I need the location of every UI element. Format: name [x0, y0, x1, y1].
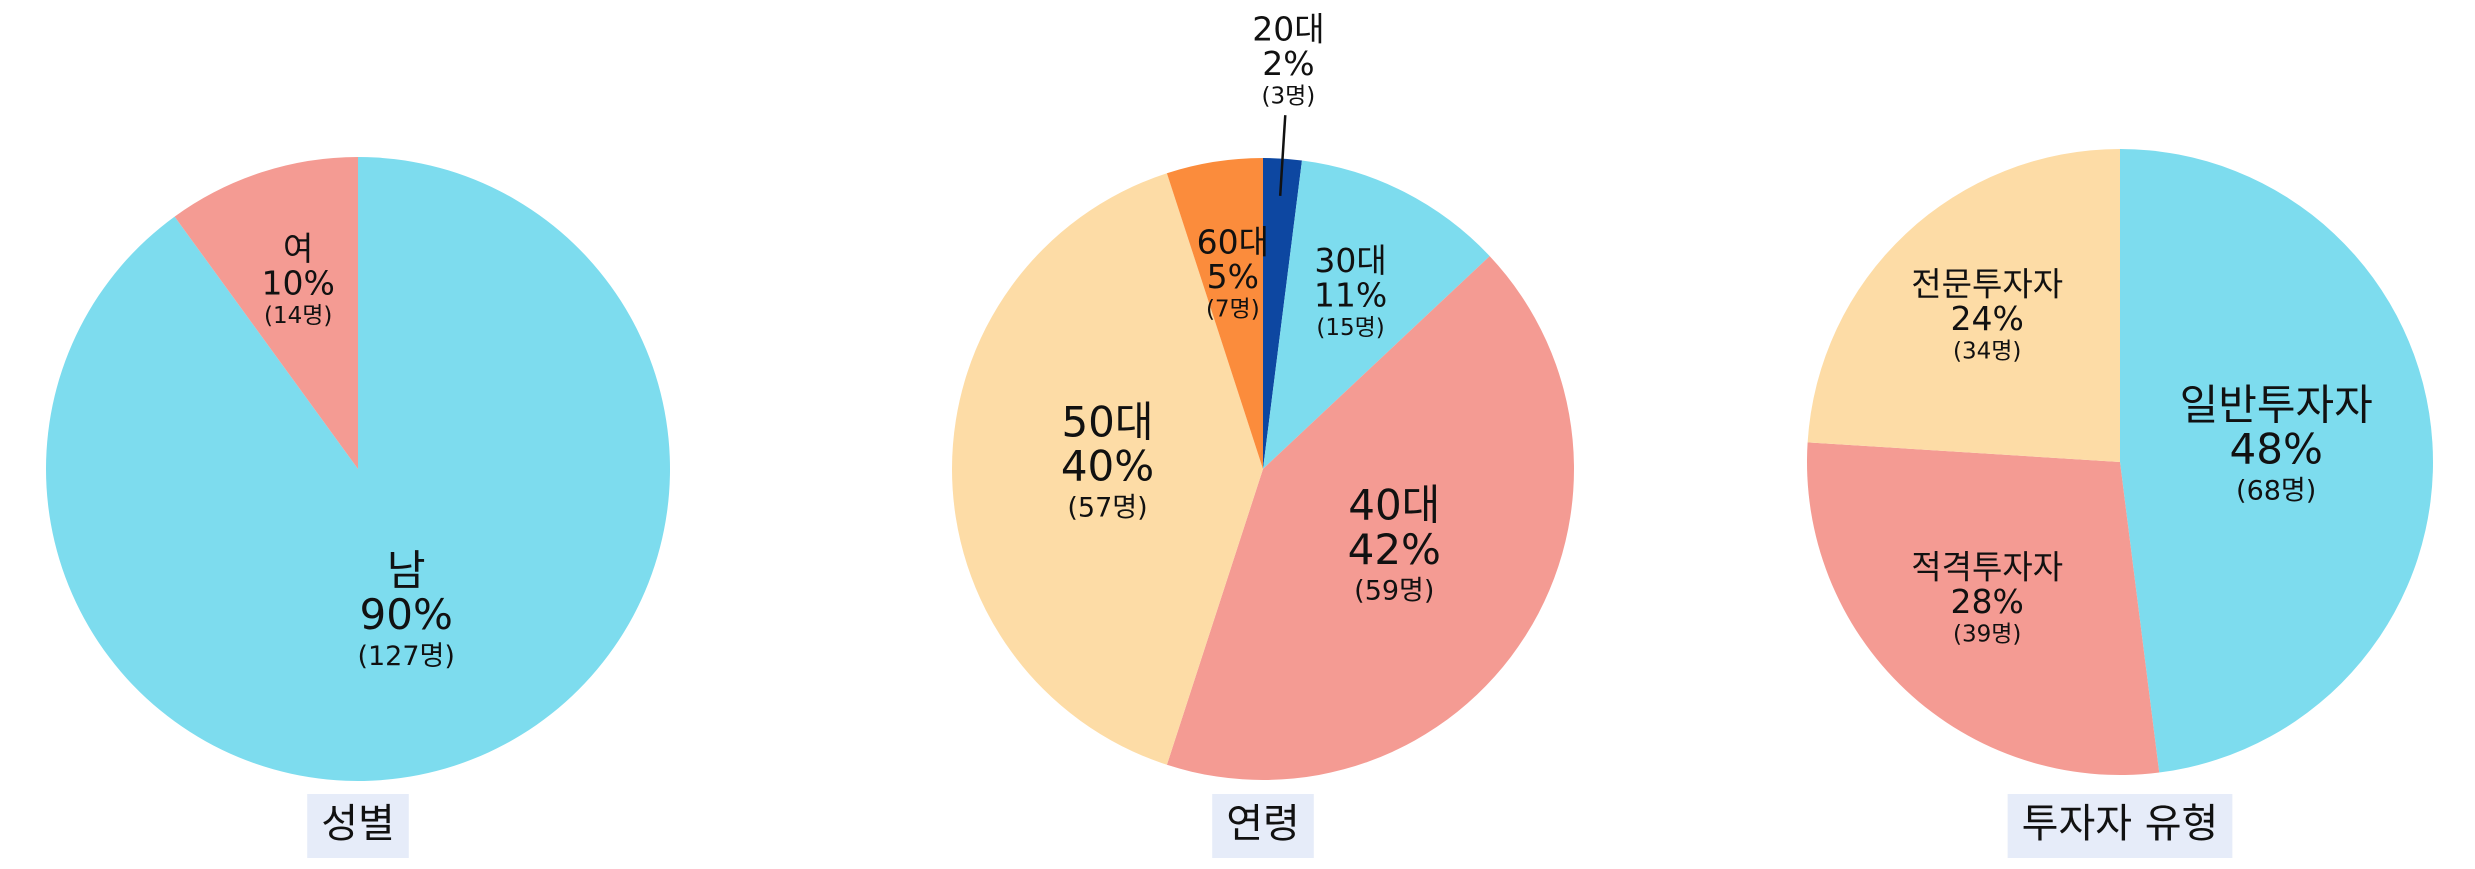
chart-title: 투자자 유형 [2022, 801, 2219, 847]
slice-percent: 28% [1950, 582, 2023, 621]
slice-label: 50대 [1061, 397, 1153, 446]
slice-label: 일반투자자 [2180, 381, 2373, 430]
chart-title: 연령 [1226, 801, 1300, 847]
pie-slice [1807, 149, 2120, 462]
leader-line [1278, 115, 1287, 196]
slice-count: (15명) [1316, 315, 1384, 341]
slice-label: 30대 [1314, 241, 1386, 280]
slice-label: 40대 [1348, 481, 1440, 530]
slice-label: 적격투자자 [1911, 547, 2063, 586]
title-background [2007, 794, 2233, 858]
slice-count: (127명) [357, 641, 454, 672]
pie-slice [1166, 256, 1574, 780]
slice-count: (68명) [2236, 476, 2316, 507]
slice-percent: 90% [360, 590, 453, 639]
slice-count: (57명) [1067, 492, 1147, 523]
pie-slice [952, 173, 1263, 765]
slice-percent: 5% [1207, 257, 1259, 296]
slice-percent: 48% [2230, 425, 2323, 474]
title-background [307, 794, 409, 858]
slice-percent: 2% [1262, 44, 1314, 83]
pie-slice [1263, 160, 1490, 469]
pie-slice [2120, 149, 2433, 773]
pie-slice [1166, 158, 1263, 469]
slice-percent: 10% [262, 264, 335, 303]
slice-count: (59명) [1354, 576, 1434, 607]
pie-slice [1263, 158, 1302, 469]
slice-count: (34명) [1953, 338, 2021, 364]
slice-percent: 11% [1314, 276, 1387, 315]
slice-label: 전문투자자 [1911, 264, 2063, 303]
slice-percent: 40% [1061, 442, 1154, 491]
chart-title: 성별 [321, 801, 395, 847]
slice-label: 여 [283, 229, 313, 268]
slice-count: (14명) [264, 303, 332, 329]
title-background [1212, 794, 1314, 858]
chart-title-box: 연령 [1212, 794, 1314, 858]
slice-label: 남 [387, 546, 426, 595]
chart-title-box: 성별 [307, 794, 409, 858]
chart-title-box: 투자자 유형 [2007, 794, 2233, 858]
pie-slice [1807, 442, 2160, 775]
slice-count: (7명) [1206, 296, 1260, 322]
slice-label: 20대 [1252, 9, 1324, 48]
pie-slice [174, 157, 358, 469]
slice-label: 60대 [1197, 222, 1269, 261]
slice-count: (39명) [1953, 621, 2021, 647]
slice-percent: 24% [1950, 299, 2023, 338]
pie-slice [46, 157, 670, 781]
slice-percent: 42% [1348, 525, 1441, 574]
slice-count: (3명) [1262, 83, 1316, 109]
